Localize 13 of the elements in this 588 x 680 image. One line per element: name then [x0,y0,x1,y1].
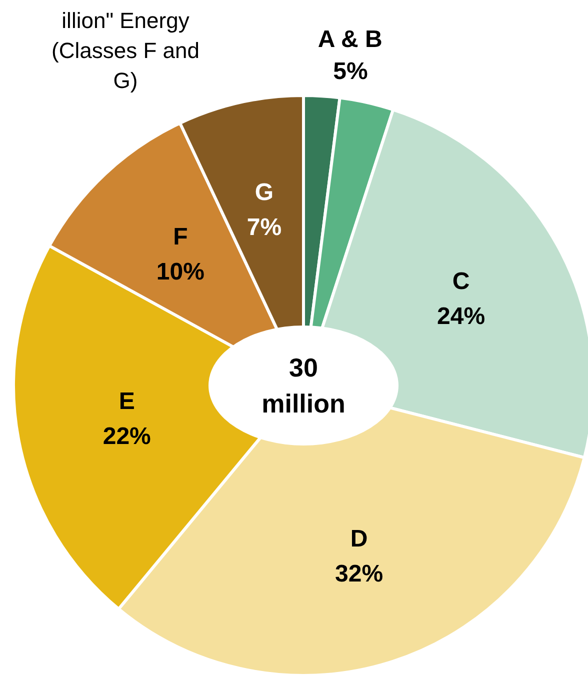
data-label: 24% [437,302,486,330]
slice-label: E [118,388,135,416]
slice-label: F [173,223,188,250]
data-label: 32% [335,560,384,588]
text: 30 million [262,352,346,418]
slice-label: D [350,525,368,552]
data-label: 10% [156,258,204,286]
text: A & B 5% [318,26,382,86]
data-label: 7% [246,214,282,242]
slice-label: C [452,268,470,295]
slice-label: G [254,178,274,206]
text: illion" Energy (Classes F and G) [52,8,200,93]
data-label: 22% [102,423,151,450]
